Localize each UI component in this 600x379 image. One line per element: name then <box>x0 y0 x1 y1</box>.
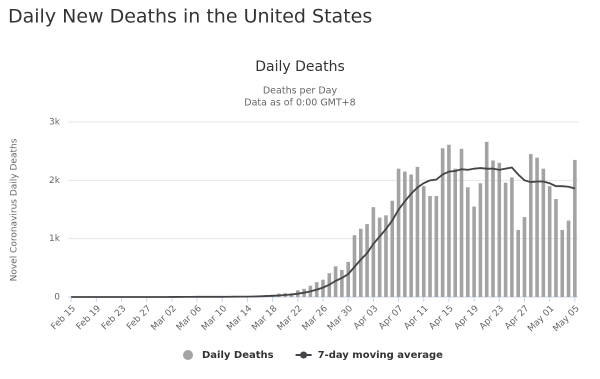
x-tick-label: Mar 06 <box>175 304 204 333</box>
bar <box>428 196 432 297</box>
line <box>71 166 576 298</box>
bar <box>415 166 420 297</box>
x-tick-label: Apr 11 <box>402 304 430 332</box>
legend-label: 7-day moving average <box>318 350 444 361</box>
bar <box>535 157 539 297</box>
bar <box>453 168 458 297</box>
bar <box>547 186 552 297</box>
x-tick-label: May 01 <box>526 304 556 334</box>
x-tick-label: Mar 10 <box>200 304 229 333</box>
y-axis-label: Novel Coronavirus Daily Deaths <box>10 138 20 281</box>
bar <box>484 141 489 297</box>
bar <box>384 215 388 297</box>
bar <box>365 224 369 297</box>
bar <box>522 217 527 297</box>
bar <box>516 229 520 297</box>
bar <box>390 200 395 297</box>
bar <box>447 144 451 297</box>
bar <box>478 183 483 297</box>
chart-title: Daily Deaths <box>255 59 345 75</box>
legend-symbol <box>183 350 193 360</box>
x-tick-label: Feb 19 <box>75 304 104 333</box>
x-tick-label: Apr 23 <box>478 304 506 332</box>
bar <box>434 196 439 297</box>
bar <box>491 160 495 297</box>
bar <box>566 220 571 297</box>
bar <box>340 269 344 297</box>
x-tick-label: May 05 <box>551 304 581 334</box>
bar <box>421 186 426 297</box>
x-tick-label: Mar 26 <box>301 304 330 333</box>
chart-subtitle: Deaths per Day <box>263 86 338 97</box>
bar <box>528 154 533 297</box>
bar <box>573 159 577 297</box>
bar <box>459 148 464 297</box>
bar <box>358 228 363 297</box>
y-tick-label: 0 <box>54 293 60 303</box>
bar <box>440 148 445 297</box>
page-title: Daily New Deaths in the United States <box>8 6 372 28</box>
bar <box>554 199 558 297</box>
y-tick-label: 3k <box>49 118 61 128</box>
x-tick-label: Apr 03 <box>352 304 380 332</box>
x-tick-label: Mar 14 <box>225 304 254 333</box>
x-tick-label: Mar 30 <box>326 304 355 333</box>
x-tick-label: Mar 22 <box>276 304 305 333</box>
x-tick-label: Mar 18 <box>250 304 279 333</box>
legend-symbol <box>300 351 308 359</box>
bar <box>396 168 401 297</box>
x-tick-label: Apr 19 <box>453 304 481 332</box>
y-tick-label: 1k <box>49 234 61 244</box>
chart-subtitle: Data as of 0:00 GMT+8 <box>244 98 355 109</box>
bar <box>403 171 407 297</box>
bar <box>466 187 470 297</box>
bar <box>503 182 508 297</box>
bar <box>472 206 476 297</box>
x-tick-label: Feb 27 <box>125 304 153 332</box>
x-tick-label: Apr 07 <box>377 304 405 332</box>
bar <box>409 174 413 297</box>
bar <box>371 207 376 297</box>
bar <box>377 217 382 297</box>
x-tick-label: Apr 15 <box>428 304 456 332</box>
y-tick-label: 2k <box>49 176 61 186</box>
x-tick-label: Feb 15 <box>50 304 78 332</box>
legend-label: Daily Deaths <box>202 350 274 361</box>
bar <box>497 162 502 297</box>
bar <box>346 261 350 297</box>
bar <box>541 168 546 297</box>
x-tick-label: Feb 23 <box>100 304 128 332</box>
x-tick-label: Mar 02 <box>150 304 179 333</box>
bar <box>510 177 514 297</box>
bar <box>560 229 565 297</box>
